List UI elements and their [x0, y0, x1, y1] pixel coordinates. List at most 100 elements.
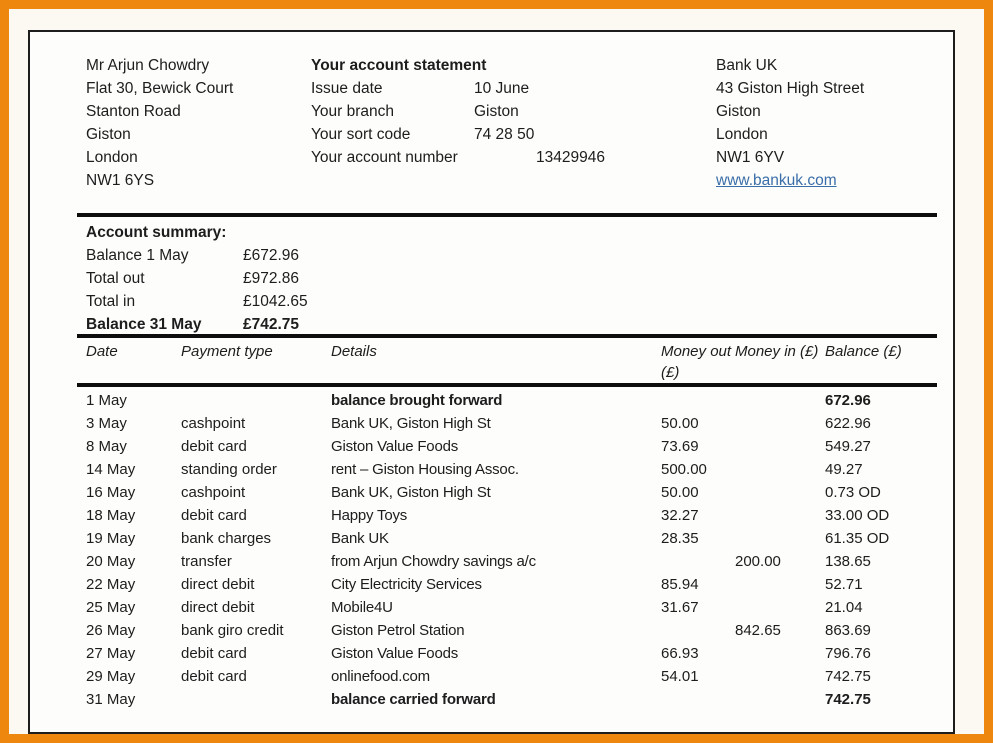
table-row: 25 May direct debit Mobile4U 31.67 21.04 [86, 596, 936, 619]
cell-money-in [735, 573, 825, 596]
customer-address-block: Mr Arjun Chowdry Flat 30, Bewick Court S… [86, 54, 233, 192]
customer-address-line: Giston [86, 126, 131, 143]
bank-postcode: NW1 6YV [716, 149, 785, 166]
summary-value: £672.96 [243, 247, 300, 264]
cell-money-out: 28.35 [661, 530, 699, 547]
summary-row: Balance 1 May £672.96 [86, 244, 308, 267]
col-header-balance: Balance (£) [825, 343, 902, 360]
table-row: 26 May bank giro credit Giston Petrol St… [86, 619, 936, 642]
cell-money-in [735, 435, 825, 458]
cell-money-in: 200.00 [735, 553, 781, 570]
table-row: 1 May balance brought forward 672.96 [86, 389, 936, 412]
cell-money-in [735, 389, 825, 412]
col-header-money-out: Money out (£) [661, 343, 732, 381]
table-row: 14 May standing order rent – Giston Hous… [86, 458, 936, 481]
col-header-details: Details [331, 343, 377, 360]
cell-balance: 33.00 OD [825, 507, 890, 524]
customer-postcode: NW1 6YS [86, 172, 155, 189]
cell-details: from Arjun Chowdry savings a/c [331, 553, 536, 570]
cell-money-in [735, 665, 825, 688]
cell-money-in [735, 458, 825, 481]
table-row: 27 May debit card Giston Value Foods 66.… [86, 642, 936, 665]
cell-payment-type: standing order [181, 461, 277, 478]
field-label: Your account number [311, 149, 458, 166]
cell-details: Giston Petrol Station [331, 622, 465, 639]
cell-balance: 672.96 [825, 392, 871, 409]
col-header-date: Date [86, 343, 118, 360]
cell-date: 25 May [86, 599, 136, 616]
customer-address-line: London [86, 149, 138, 166]
table-row: 20 May transfer from Arjun Chowdry savin… [86, 550, 936, 573]
account-summary: Account summary: Balance 1 May £672.96 T… [86, 221, 308, 336]
cell-money-out [661, 619, 735, 642]
summary-value: £972.86 [243, 270, 300, 287]
cell-payment-type [181, 389, 331, 412]
cell-date: 20 May [86, 553, 136, 570]
summary-label: Total in [86, 293, 136, 310]
statement-field-issue-date: Issue date 10 June [311, 77, 605, 100]
statement-field-account-number: Your account number 13429946 [311, 146, 605, 169]
cell-details: Giston Value Foods [331, 438, 459, 455]
cell-money-out: 50.00 [661, 415, 699, 432]
cell-balance: 49.27 [825, 461, 863, 478]
cell-details: rent – Giston Housing Assoc. [331, 461, 519, 478]
divider [77, 213, 937, 217]
cell-money-out: 73.69 [661, 438, 699, 455]
table-row: 3 May cashpoint Bank UK, Giston High St … [86, 412, 936, 435]
cell-money-out [661, 688, 735, 711]
table-row: 18 May debit card Happy Toys 32.27 33.00… [86, 504, 936, 527]
cell-money-out: 500.00 [661, 461, 707, 478]
bank-address-line: Giston [716, 103, 761, 120]
cell-date: 29 May [86, 668, 136, 685]
table-row: 29 May debit card onlinefood.com 54.01 7… [86, 665, 936, 688]
cell-payment-type: debit card [181, 668, 247, 685]
cell-money-in [735, 642, 825, 665]
summary-row-closing-balance: Balance 31 May £742.75 [86, 313, 308, 336]
cell-date: 31 May [86, 691, 136, 708]
cell-details: balance brought forward [331, 392, 503, 409]
cell-money-in [735, 504, 825, 527]
cell-payment-type: transfer [181, 553, 232, 570]
cell-money-out [661, 550, 735, 573]
cell-money-in [735, 596, 825, 619]
field-value: Giston [474, 103, 519, 120]
divider [77, 383, 937, 387]
cell-date: 19 May [86, 530, 136, 547]
summary-value: £1042.65 [243, 293, 308, 310]
col-header-payment-type: Payment type [181, 343, 273, 360]
field-label: Issue date [311, 80, 383, 97]
customer-address-line: Stanton Road [86, 103, 181, 120]
cell-date: 22 May [86, 576, 136, 593]
cell-balance: 863.69 [825, 622, 871, 639]
table-row: 8 May debit card Giston Value Foods 73.6… [86, 435, 936, 458]
cell-payment-type: debit card [181, 438, 247, 455]
cell-date: 3 May [86, 415, 127, 432]
cell-money-in [735, 688, 825, 711]
cell-date: 18 May [86, 507, 136, 524]
cell-payment-type: bank charges [181, 530, 272, 547]
cell-payment-type: debit card [181, 645, 247, 662]
cell-balance: 549.27 [825, 438, 871, 455]
divider [77, 334, 937, 338]
cell-money-out: 31.67 [661, 599, 699, 616]
field-label: Your branch [311, 103, 395, 120]
cell-payment-type: direct debit [181, 576, 255, 593]
field-value: 10 June [474, 80, 530, 97]
cell-date: 1 May [86, 392, 127, 409]
cell-money-out: 50.00 [661, 484, 699, 501]
cell-payment-type: cashpoint [181, 415, 246, 432]
cell-balance: 796.76 [825, 645, 871, 662]
bank-website-link[interactable]: www.bankuk.com [716, 172, 837, 189]
cell-payment-type: debit card [181, 507, 247, 524]
customer-name: Mr Arjun Chowdry [86, 57, 210, 74]
cell-balance: 52.71 [825, 576, 863, 593]
cell-money-in [735, 481, 825, 504]
cell-money-out: 32.27 [661, 507, 699, 524]
cell-balance: 138.65 [825, 553, 871, 570]
cell-payment-type: bank giro credit [181, 622, 284, 639]
field-value: 74 28 50 [474, 126, 535, 143]
bank-address-line: 43 Giston High Street [716, 80, 865, 97]
table-row: 16 May cashpoint Bank UK, Giston High St… [86, 481, 936, 504]
bank-name: Bank UK [716, 57, 778, 74]
cell-details: Mobile4U [331, 599, 393, 616]
